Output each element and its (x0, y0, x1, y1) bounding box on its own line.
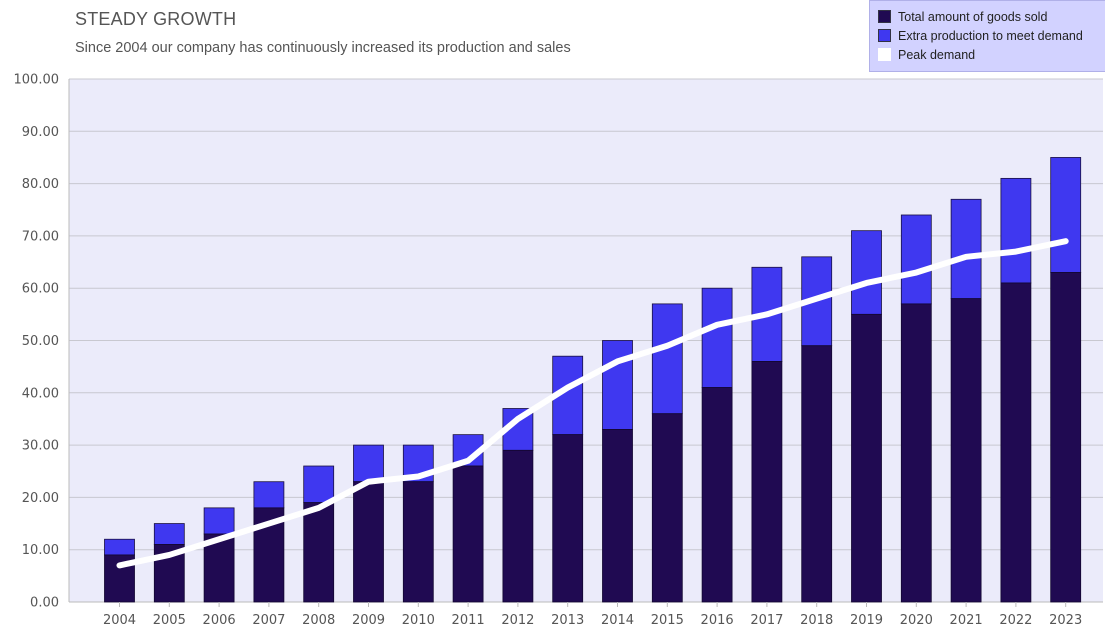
bar-extra-production (104, 538, 135, 556)
y-tick-label: 10.00 (22, 543, 59, 558)
bar-extra-production (303, 465, 335, 504)
x-tick-label: 2010 (402, 613, 435, 628)
bar-goods-sold (303, 502, 335, 603)
x-tick-label: 2017 (750, 613, 783, 628)
bar-extra-production (353, 444, 384, 483)
bar-extra-production (1050, 157, 1082, 273)
bar-extra-production (950, 198, 982, 300)
chart-legend: Total amount of goods sold Extra product… (869, 0, 1105, 72)
bar-extra-production (602, 340, 633, 430)
y-tick-label: 30.00 (22, 439, 59, 454)
y-tick-label: 80.00 (22, 177, 59, 192)
legend-label-peak-demand: Peak demand (898, 47, 976, 62)
bar-extra-production (1000, 177, 1032, 284)
bar-goods-sold (701, 387, 733, 603)
bar-goods-sold (651, 413, 683, 603)
y-tick-label: 20.00 (22, 491, 59, 506)
x-tick-label: 2011 (452, 613, 485, 628)
x-tick-label: 2014 (601, 613, 634, 628)
legend-swatch-goods-sold (878, 10, 891, 23)
x-tick-label: 2004 (103, 613, 136, 628)
x-tick-label: 2023 (1049, 613, 1082, 628)
bar-goods-sold (452, 465, 484, 603)
y-tick-label: 60.00 (22, 282, 59, 297)
bar-goods-sold (950, 298, 982, 603)
bar-extra-production (701, 287, 733, 388)
bar-extra-production (203, 507, 235, 535)
y-tick-label: 70.00 (22, 229, 59, 244)
bar-goods-sold (900, 303, 932, 603)
bar-goods-sold (1000, 282, 1032, 603)
bar-extra-production (153, 523, 185, 545)
x-tick-label: 2008 (302, 613, 335, 628)
x-tick-label: 2020 (900, 613, 933, 628)
bar-goods-sold (502, 449, 534, 603)
x-tick-label: 2016 (701, 613, 734, 628)
y-tick-label: 90.00 (22, 125, 59, 140)
y-tick-label: 50.00 (22, 334, 59, 349)
x-tick-label: 2022 (999, 613, 1032, 628)
line-peak-demand (116, 238, 1069, 569)
bar-goods-sold (851, 313, 882, 603)
y-tick-label: 0.00 (30, 596, 59, 611)
x-tick-label: 2013 (551, 613, 584, 628)
bar-goods-sold (751, 361, 783, 603)
bar-extra-production (851, 230, 882, 315)
legend-label-goods-sold: Total amount of goods sold (898, 9, 1048, 24)
x-tick-label: 2018 (800, 613, 833, 628)
chart-subtitle: Since 2004 our company has continuously … (75, 40, 571, 56)
bar-extra-production (253, 481, 285, 509)
x-tick-label: 2007 (252, 613, 285, 628)
legend-swatch-peak-demand (878, 48, 891, 61)
x-tick-label: 2012 (501, 613, 534, 628)
bar-goods-sold (801, 345, 833, 603)
x-tick-label: 2021 (950, 613, 983, 628)
legend-item-peak-demand[interactable]: Peak demand (870, 45, 1105, 64)
y-tick-label: 100.00 (14, 73, 60, 88)
bar-goods-sold (602, 429, 633, 603)
legend-label-extra-production: Extra production to meet demand (898, 28, 1083, 43)
legend-item-extra-production[interactable]: Extra production to meet demand (870, 26, 1105, 45)
y-tick-label: 40.00 (22, 386, 59, 401)
x-tick-label: 2015 (651, 613, 684, 628)
legend-item-goods-sold[interactable]: Total amount of goods sold (870, 7, 1105, 26)
x-tick-label: 2009 (352, 613, 385, 628)
legend-swatch-extra-production (878, 29, 891, 42)
bar-goods-sold (402, 481, 434, 603)
bar-goods-sold (353, 481, 384, 603)
bar-goods-sold (552, 434, 584, 603)
bar-extra-production (651, 303, 683, 415)
x-tick-label: 2019 (850, 613, 883, 628)
x-tick-label: 2006 (203, 613, 236, 628)
bar-extra-production (900, 214, 932, 305)
x-tick-label: 2005 (153, 613, 186, 628)
bar-goods-sold (1050, 272, 1082, 603)
chart-title: STEADY GROWTH (75, 9, 237, 29)
